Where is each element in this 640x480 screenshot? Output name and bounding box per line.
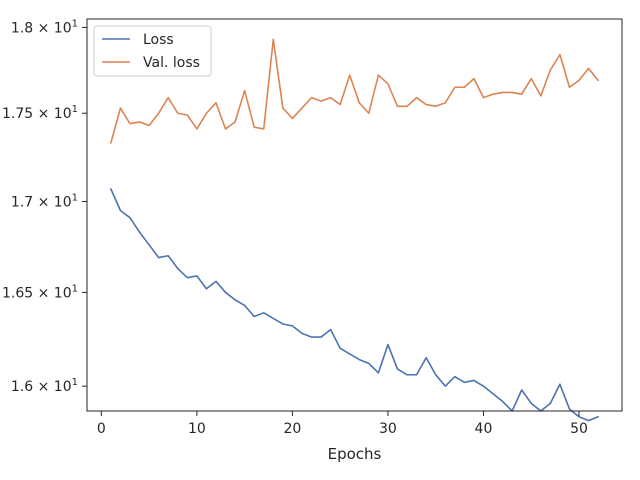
plot-area bbox=[110, 38, 599, 422]
y-tick-label: 1.65 × 101 bbox=[2, 283, 78, 301]
series-line-val-loss bbox=[110, 38, 599, 144]
x-tick-label: 50 bbox=[570, 421, 588, 437]
legend-label: Val. loss bbox=[143, 55, 200, 71]
x-tick-label: 30 bbox=[379, 421, 397, 437]
x-tick-label: 20 bbox=[283, 421, 301, 437]
x-axis: 0 10 20 30 40 50 bbox=[97, 411, 588, 437]
legend-label: Loss bbox=[143, 32, 174, 48]
axes-frame bbox=[86, 18, 623, 412]
y-tick-label: 1.75 × 101 bbox=[2, 104, 78, 122]
x-axis-label: Epochs bbox=[328, 445, 382, 463]
legend: Loss Val. loss bbox=[93, 25, 212, 77]
y-tick-label: 1.6 × 101 bbox=[11, 377, 78, 395]
y-tick-label: 1.7 × 101 bbox=[11, 193, 78, 211]
x-tick-label: 10 bbox=[188, 421, 206, 437]
series-line-loss bbox=[110, 188, 599, 422]
y-tick-label: 1.8 × 101 bbox=[11, 18, 78, 36]
y-axis: 1.6 × 101 1.65 × 101 1.7 × 101 1.75 × 101 1.… bbox=[2, 18, 87, 395]
x-tick-label: 0 bbox=[97, 421, 106, 437]
x-tick-label: 40 bbox=[475, 421, 493, 437]
